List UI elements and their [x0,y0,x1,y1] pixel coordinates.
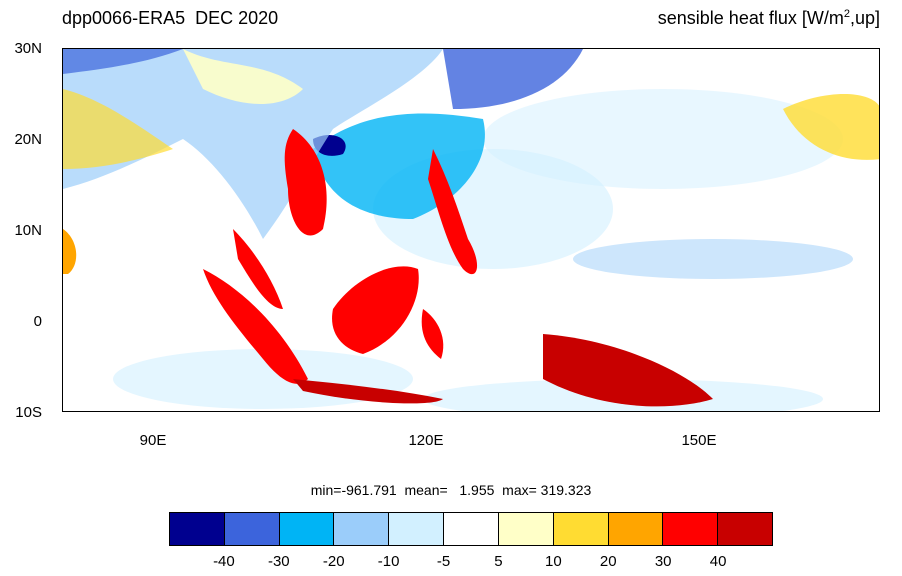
colorbar-box [663,513,719,545]
lat-label-30n: 30N [14,40,42,57]
colorbar-tick-label: -30 [267,553,290,570]
colorbar-tick-label: 10 [545,553,562,570]
mainland-mixed-region [63,49,443,239]
colorbar [169,512,773,546]
lat-label-10s: 10S [15,404,42,421]
colorbar-box [334,513,390,545]
philippines-positive [428,149,478,275]
colorbar-tick-label: -10 [377,553,400,570]
map-field-svg [63,49,879,411]
negative-flux-region [443,49,583,109]
vietnam-positive [284,129,327,236]
borneo-positive [332,266,419,354]
colorbar-box [279,513,335,545]
plot-title-right: sensible heat flux [W/m2,up] [658,8,880,29]
field-statistics: min=-961.791 mean= 1.955 max= 319.323 [310,482,592,498]
lon-label-150e: 150E [681,432,717,449]
sulawesi-positive [421,309,444,359]
lon-label-120e: 120E [408,432,444,449]
colorbar-tick-label: -40 [213,553,235,570]
colorbar-box [608,513,664,545]
colorbar-tick-label: -5 [436,553,451,570]
title-right-tail: ,up] [849,8,880,28]
java-positive [293,379,443,404]
colorbar-box [718,513,772,545]
plot-title-left: dpp0066-ERA5 DEC 2020 [62,8,279,28]
mainland-weak-positive [183,49,303,104]
new-guinea-positive [543,334,713,407]
mainland-positive-region [63,89,173,169]
heat-flux-map [62,48,880,412]
colorbar-tick-label: 40 [709,553,727,570]
colorbar-tick-label: 5 [494,553,503,570]
colorbar-tick-label: 20 [599,553,617,570]
ocean-weak-patch [573,239,853,279]
lat-label-20n: 20N [14,131,42,148]
lat-label-0: 0 [33,313,42,330]
lon-label-90e: 90E [139,432,167,449]
title-right-superscript: 2 [843,8,850,20]
title-right-main: sensible heat flux [W/m [657,8,844,28]
sumatra-positive [203,269,308,384]
sri-lanka-positive [63,229,77,274]
himalaya-negative [63,49,183,74]
ocean-weak-patch [483,89,843,189]
lat-label-10n: 10N [14,222,42,239]
colorbar-box [224,513,280,545]
colorbar-tick-label: 30 [654,553,672,570]
colorbar-tick-label: -20 [322,553,345,570]
colorbar-box [444,513,499,545]
colorbar-box [170,513,225,545]
colorbar-box [553,513,609,545]
colorbar-box [389,513,445,545]
pacific-positive-region [783,94,879,160]
colorbar-box [498,513,554,545]
malay-peninsula-positive [233,229,283,309]
